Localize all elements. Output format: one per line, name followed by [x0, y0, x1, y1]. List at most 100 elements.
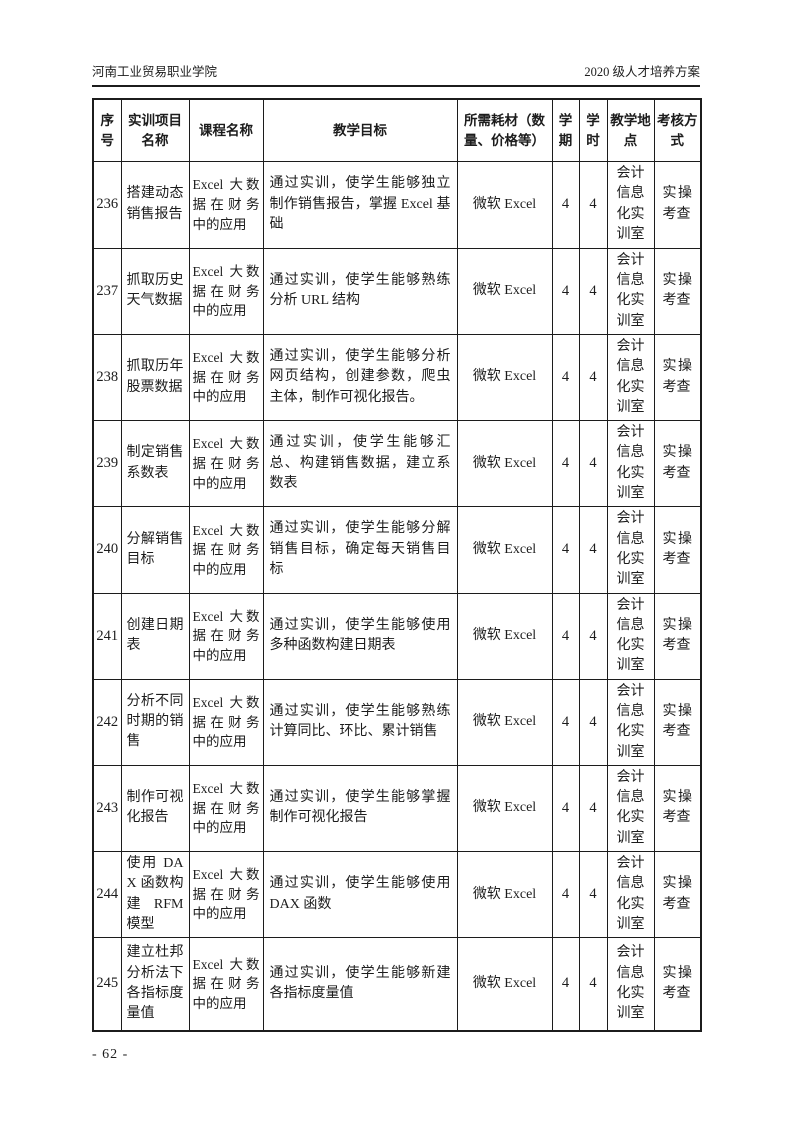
course-name: Excel 大数据在财务中的应用	[188, 592, 264, 680]
hours: 4	[578, 160, 608, 249]
assessment-method: 实操考查	[653, 937, 702, 1032]
hours: 4	[578, 247, 608, 335]
project-name: 分析不同时期的销售	[120, 678, 190, 766]
teaching-goal: 通过实训，使学生能够分解销售目标，确定每天销售目标	[262, 506, 458, 594]
row-number: 241	[92, 592, 122, 680]
table-row: 244 使用 DAX 函数构建 RFM 模型 Excel 大数据在财务中的应用 …	[92, 851, 702, 939]
teaching-location: 会计信息化实训室	[606, 851, 655, 939]
materials: 微软 Excel	[456, 764, 553, 853]
table-row: 240 分解销售目标 Excel 大数据在财务中的应用 通过实训，使学生能够分解…	[92, 506, 702, 594]
materials: 微软 Excel	[456, 592, 553, 680]
project-name: 创建日期表	[120, 592, 190, 680]
assessment-method: 实操考查	[653, 678, 702, 766]
teaching-location: 会计信息化实训室	[606, 247, 655, 335]
teaching-location: 会计信息化实训室	[606, 678, 655, 766]
table-row: 243 制作可视化报告 Excel 大数据在财务中的应用 通过实训，使学生能够掌…	[92, 764, 702, 853]
assessment-method: 实操考查	[653, 247, 702, 335]
materials: 微软 Excel	[456, 678, 553, 766]
teaching-goal: 通过实训，使学生能够分析网页结构，创建参数，爬虫主体，制作可视化报告。	[262, 333, 458, 422]
assessment-method: 实操考查	[653, 851, 702, 939]
hours: 4	[578, 851, 608, 939]
col-header-teaching-goal: 教学目标	[262, 98, 458, 162]
course-name: Excel 大数据在财务中的应用	[188, 851, 264, 939]
course-name: Excel 大数据在财务中的应用	[188, 678, 264, 766]
course-name: Excel 大数据在财务中的应用	[188, 420, 264, 508]
teaching-goal: 通过实训，使学生能够使用多种函数构建日期表	[262, 592, 458, 680]
row-number: 237	[92, 247, 122, 335]
course-name: Excel 大数据在财务中的应用	[188, 764, 264, 853]
assessment-method: 实操考查	[653, 333, 702, 422]
col-header-project-name: 实训项目名称	[120, 98, 190, 162]
row-number: 238	[92, 333, 122, 422]
table-row: 238 抓取历年股票数据 Excel 大数据在财务中的应用 通过实训，使学生能够…	[92, 333, 702, 422]
assessment-method: 实操考查	[653, 506, 702, 594]
semester: 4	[551, 420, 580, 508]
teaching-location: 会计信息化实训室	[606, 160, 655, 249]
materials: 微软 Excel	[456, 247, 553, 335]
project-name: 制定销售系数表	[120, 420, 190, 508]
semester: 4	[551, 506, 580, 594]
table-row: 237 抓取历史天气数据 Excel 大数据在财务中的应用 通过实训，使学生能够…	[92, 247, 702, 335]
table-header-row: 序号 实训项目名称 课程名称 教学目标 所需耗材（数量、价格等） 学期 学时 教…	[92, 98, 702, 162]
project-name: 抓取历史天气数据	[120, 247, 190, 335]
hours: 4	[578, 506, 608, 594]
semester: 4	[551, 764, 580, 853]
row-number: 236	[92, 160, 122, 249]
hours: 4	[578, 764, 608, 853]
hours: 4	[578, 678, 608, 766]
training-projects-table: 序号 实训项目名称 课程名称 教学目标 所需耗材（数量、价格等） 学期 学时 教…	[92, 98, 702, 1032]
assessment-method: 实操考查	[653, 764, 702, 853]
teaching-goal: 通过实训，使学生能够使用 DAX 函数	[262, 851, 458, 939]
materials: 微软 Excel	[456, 851, 553, 939]
col-header-hours: 学时	[578, 98, 608, 162]
project-name: 分解销售目标	[120, 506, 190, 594]
assessment-method: 实操考查	[653, 592, 702, 680]
header-school-name: 河南工业贸易职业学院	[92, 65, 218, 79]
hours: 4	[578, 333, 608, 422]
table-row: 241 创建日期表 Excel 大数据在财务中的应用 通过实训，使学生能够使用多…	[92, 592, 702, 680]
col-header-assessment: 考核方式	[653, 98, 702, 162]
materials: 微软 Excel	[456, 333, 553, 422]
col-header-course-name: 课程名称	[188, 98, 264, 162]
materials: 微软 Excel	[456, 506, 553, 594]
teaching-goal: 通过实训，使学生能够汇总、构建销售数据，建立系数表	[262, 420, 458, 508]
project-name: 使用 DAX 函数构建 RFM 模型	[120, 851, 190, 939]
project-name: 搭建动态销售报告	[120, 160, 190, 249]
materials: 微软 Excel	[456, 420, 553, 508]
col-header-location: 教学地点	[606, 98, 655, 162]
hours: 4	[578, 937, 608, 1032]
materials: 微软 Excel	[456, 160, 553, 249]
teaching-goal: 通过实训，使学生能够独立制作销售报告，掌握 Excel 基础	[262, 160, 458, 249]
col-header-materials: 所需耗材（数量、价格等）	[456, 98, 553, 162]
course-name: Excel 大数据在财务中的应用	[188, 247, 264, 335]
semester: 4	[551, 937, 580, 1032]
semester: 4	[551, 247, 580, 335]
teaching-goal: 通过实训，使学生能够掌握制作可视化报告	[262, 764, 458, 853]
col-header-semester: 学期	[551, 98, 580, 162]
table-row: 239 制定销售系数表 Excel 大数据在财务中的应用 通过实训，使学生能够汇…	[92, 420, 702, 508]
project-name: 抓取历年股票数据	[120, 333, 190, 422]
row-number: 239	[92, 420, 122, 508]
table-row: 242 分析不同时期的销售 Excel 大数据在财务中的应用 通过实训，使学生能…	[92, 678, 702, 766]
page-number: - 62 -	[92, 1046, 129, 1062]
course-name: Excel 大数据在财务中的应用	[188, 937, 264, 1032]
semester: 4	[551, 160, 580, 249]
row-number: 242	[92, 678, 122, 766]
teaching-goal: 通过实训，使学生能够熟练计算同比、环比、累计销售	[262, 678, 458, 766]
teaching-location: 会计信息化实训室	[606, 764, 655, 853]
teaching-location: 会计信息化实训室	[606, 333, 655, 422]
table-row: 245 建立杜邦分析法下各指标度量值 Excel 大数据在财务中的应用 通过实训…	[92, 937, 702, 1032]
row-number: 240	[92, 506, 122, 594]
course-name: Excel 大数据在财务中的应用	[188, 506, 264, 594]
semester: 4	[551, 678, 580, 766]
course-name: Excel 大数据在财务中的应用	[188, 160, 264, 249]
materials: 微软 Excel	[456, 937, 553, 1032]
teaching-location: 会计信息化实训室	[606, 937, 655, 1032]
semester: 4	[551, 851, 580, 939]
assessment-method: 实操考查	[653, 420, 702, 508]
row-number: 244	[92, 851, 122, 939]
row-number: 243	[92, 764, 122, 853]
hours: 4	[578, 592, 608, 680]
